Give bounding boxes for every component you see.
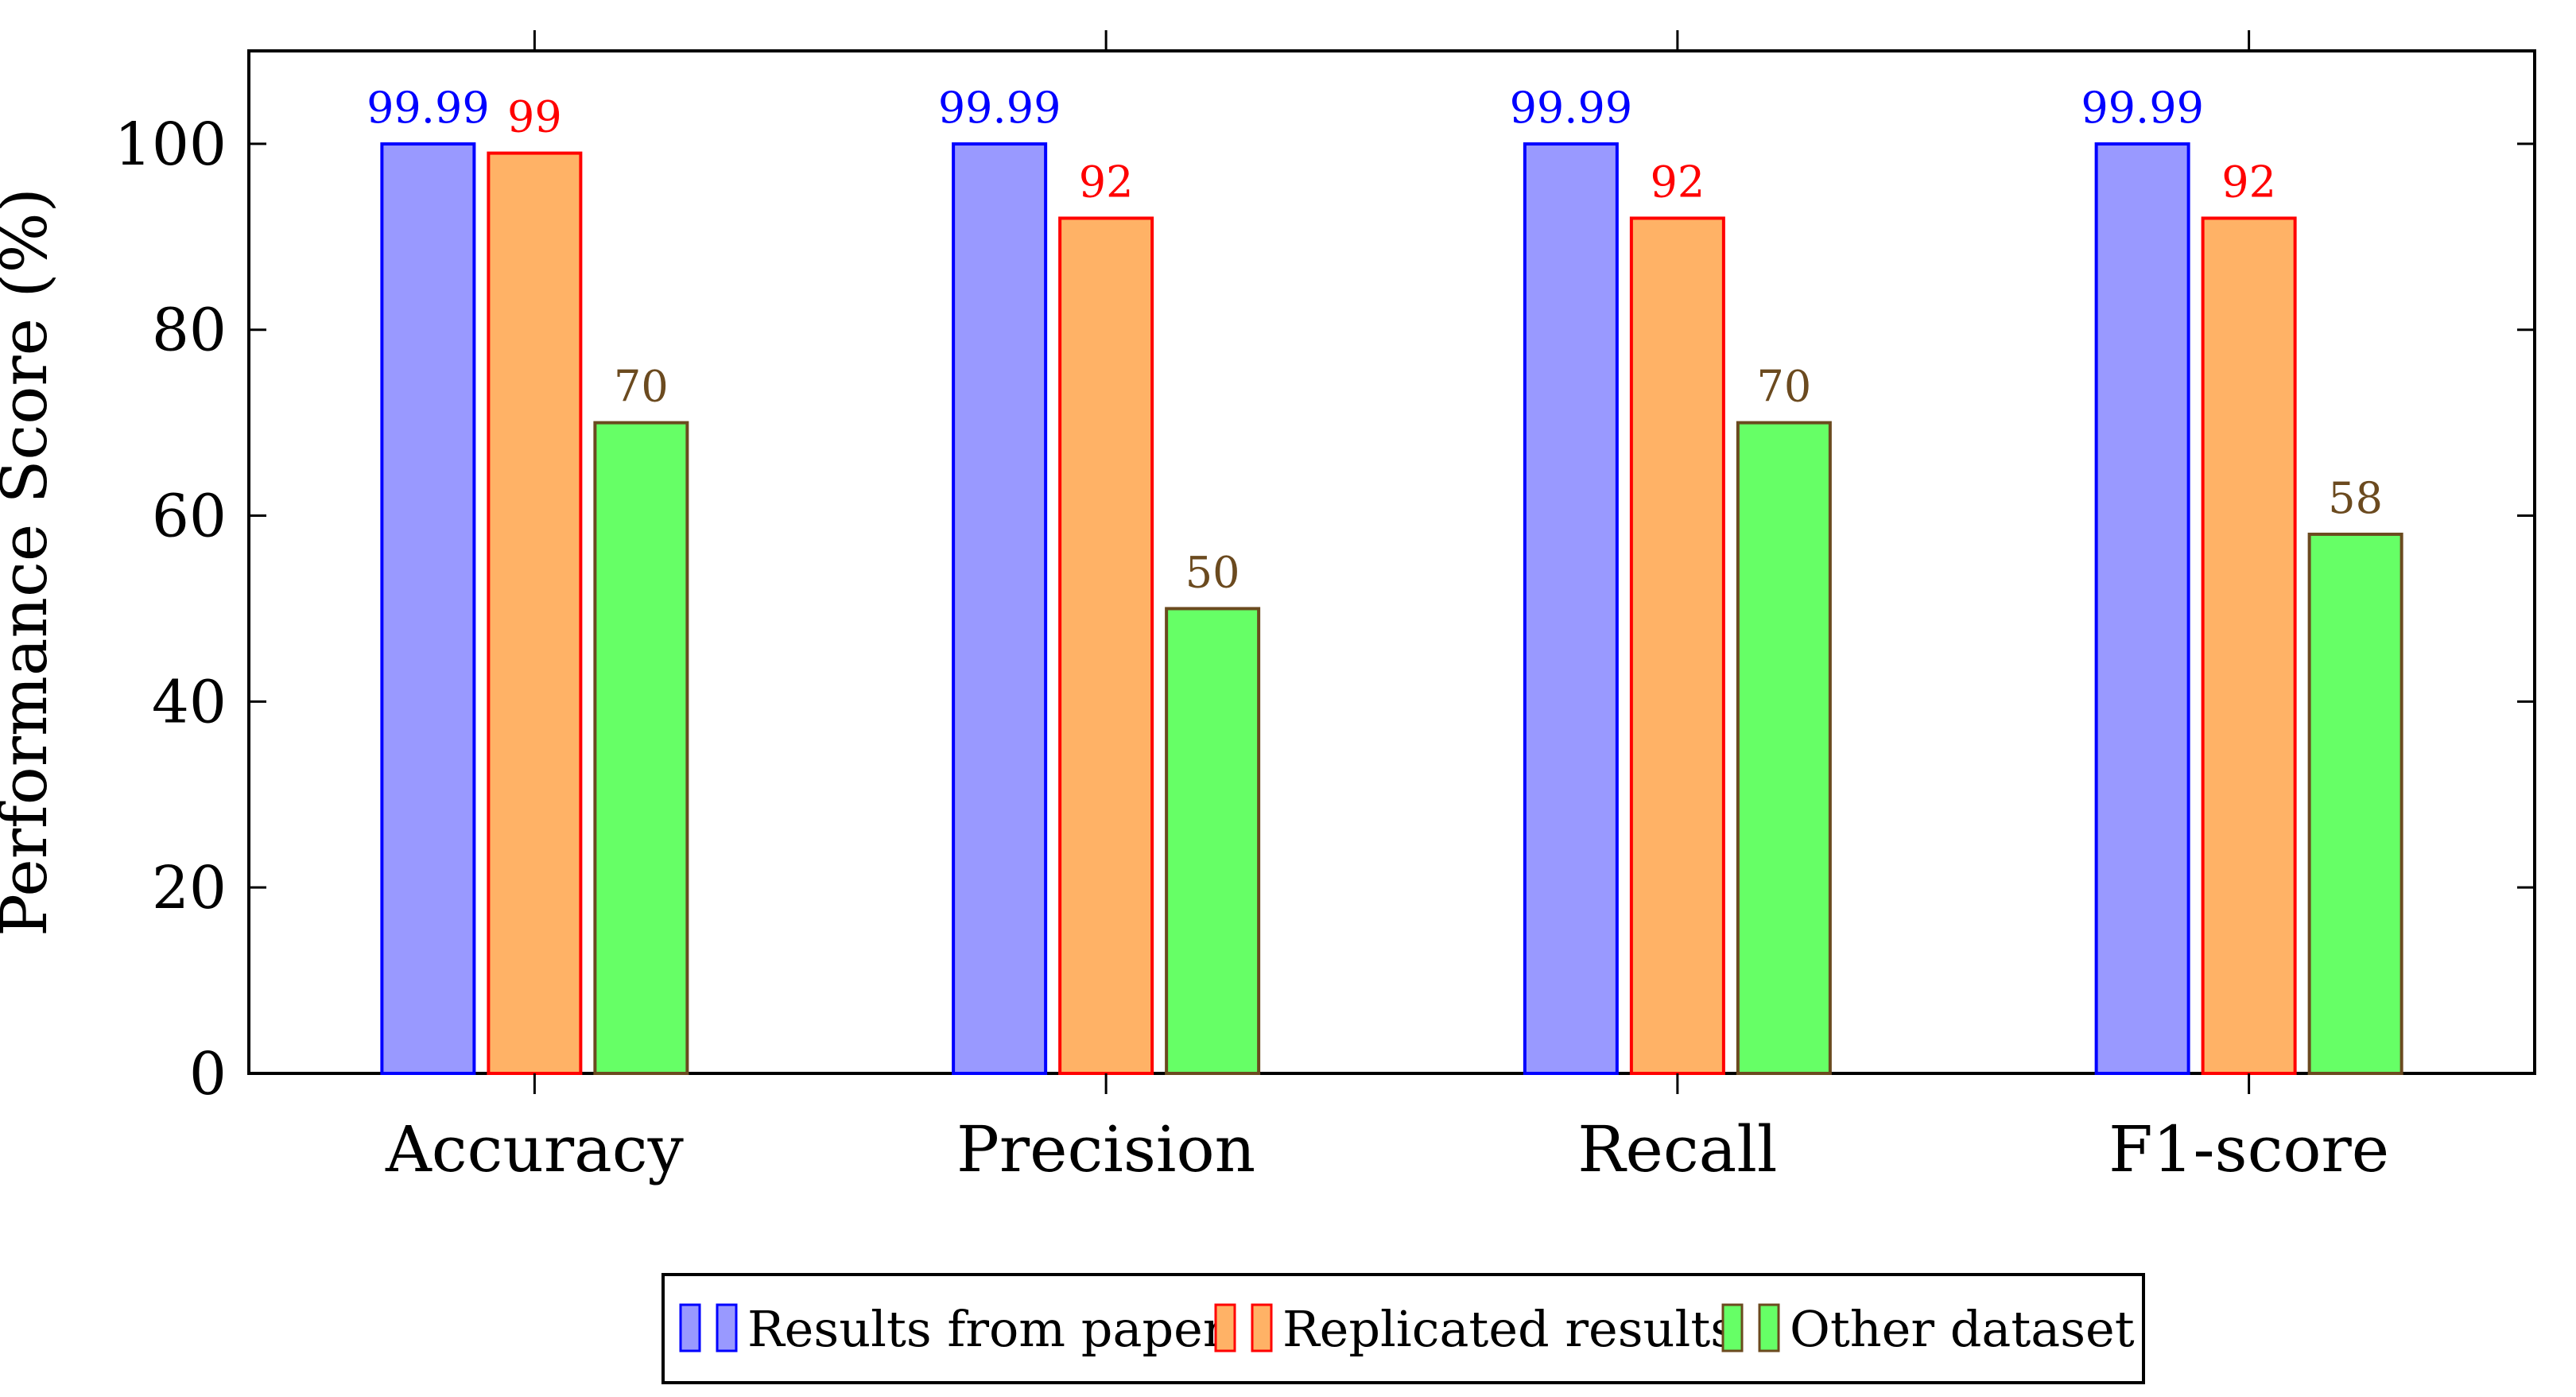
bar-precision-series-1 [952, 142, 1048, 1075]
y-axis-label: Performance Score (%) [0, 188, 61, 937]
y-tick-label: 40 [152, 668, 227, 736]
legend-entry-label: Results from paper [747, 1300, 1227, 1358]
y-tick-label: 60 [152, 483, 227, 551]
legend-swatch-fill [679, 1303, 701, 1352]
legend-swatch-outline [1758, 1303, 1780, 1352]
bar-value-label: 99.99 [1510, 83, 1633, 133]
bar-value-label: 70 [614, 362, 669, 412]
bar-recall-series-2 [1629, 216, 1725, 1075]
bar-value-label: 99 [507, 92, 562, 142]
bar-f1-score-series-1 [2094, 142, 2190, 1075]
y-tick-label: 80 [152, 297, 227, 365]
legend-entry-label: Other dataset [1790, 1300, 2135, 1358]
bar-f1-score-series-3 [2307, 532, 2403, 1075]
legend: Results from paper Replicated results Othe… [661, 1273, 2145, 1384]
bar-accuracy-series-1 [380, 142, 476, 1075]
legend-swatch-fill [1214, 1303, 1236, 1352]
bar-value-label: 99.99 [367, 83, 490, 133]
bar-recall-series-3 [1736, 421, 1832, 1075]
y-tick-label: 100 [114, 111, 227, 179]
bar-precision-series-3 [1165, 607, 1261, 1075]
bar-value-label: 99.99 [2081, 83, 2204, 133]
bar-value-label: 99.99 [938, 83, 1061, 133]
bar-accuracy-series-2 [487, 151, 583, 1076]
bar-value-label: 70 [1757, 362, 1812, 412]
bar-accuracy-series-3 [593, 421, 689, 1075]
bar-value-label: 92 [1079, 157, 1134, 207]
legend-swatch-outline [1251, 1303, 1273, 1352]
x-tick-label: Precision [956, 1112, 1255, 1186]
bar-value-label: 50 [1185, 547, 1240, 597]
legend-swatch-outline [716, 1303, 738, 1352]
bar-precision-series-2 [1058, 216, 1154, 1075]
y-tick-label: 20 [152, 854, 227, 922]
legend-entry-label: Replicated results [1282, 1300, 1736, 1358]
bar-value-label: 92 [2221, 157, 2276, 207]
legend-box [661, 1273, 2145, 1384]
plot-frame [247, 49, 2536, 1075]
bar-value-label: 58 [2328, 473, 2383, 523]
y-tick-label: 0 [189, 1040, 227, 1108]
legend-swatch-fill [1721, 1303, 1744, 1352]
x-tick-label: Accuracy [385, 1112, 684, 1186]
bar-value-label: 92 [1651, 157, 1705, 207]
x-tick-label: F1-score [2109, 1112, 2389, 1186]
bar-recall-series-1 [1523, 142, 1619, 1075]
x-tick-label: Recall [1577, 1112, 1777, 1186]
bar-f1-score-series-2 [2201, 216, 2297, 1075]
